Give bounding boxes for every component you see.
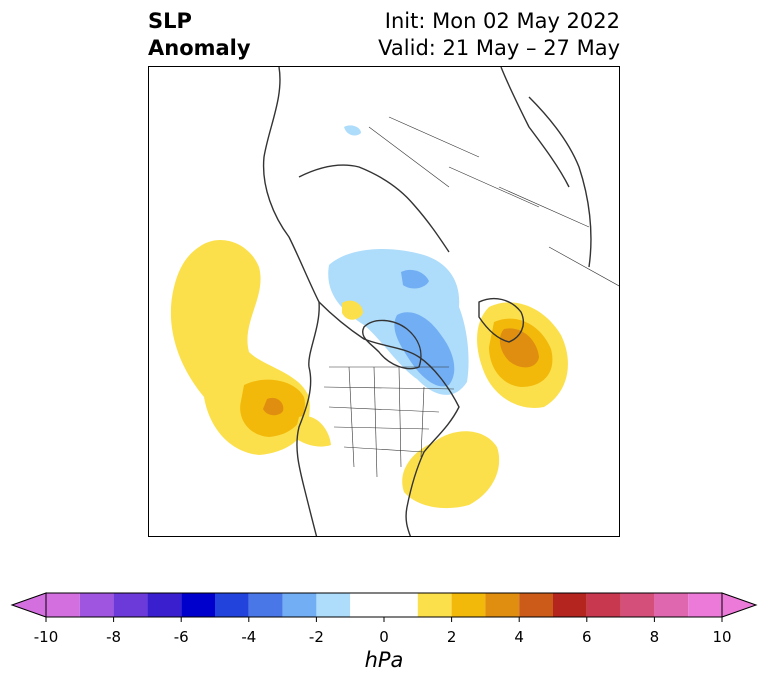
colorbar-segment (553, 593, 587, 617)
map-panel (148, 66, 620, 537)
colorbar-segment (688, 593, 722, 617)
colorbar-segments (46, 593, 722, 617)
colorbar-tick-label: 6 (582, 628, 592, 646)
colorbar-tick-label: -6 (173, 628, 189, 646)
colorbar-segment (79, 593, 114, 617)
colorbar-segment (417, 593, 452, 617)
colorbar-segment (316, 593, 351, 617)
colorbar-segment (46, 593, 80, 617)
colorbar (10, 592, 758, 622)
anomaly-shading (170, 125, 568, 509)
variable-title-line1: SLP (148, 9, 192, 33)
colorbar-tick-label: -8 (106, 628, 122, 646)
colorbar-tick-label: 10 (712, 628, 732, 646)
colorbar-tick-label: -2 (308, 628, 324, 646)
slp-anomaly-map (170, 67, 619, 536)
variable-title-line2: Anomaly (148, 36, 251, 60)
colorbar-segment (654, 593, 689, 617)
colorbar-over-arrow (721, 592, 758, 618)
positive-anomaly-us-east (402, 431, 500, 509)
colorbar-ticks (45, 617, 723, 622)
valid-date: Valid: 21 May – 27 May (378, 36, 620, 60)
colorbar-segment (248, 593, 283, 617)
colorbar-tick-label: 2 (446, 628, 457, 646)
date-title: Init: Mon 02 May 2022 Valid: 21 May – 27… (378, 8, 620, 62)
colorbar-segment (113, 593, 148, 617)
positive-anomaly-pacific-coast (294, 416, 331, 447)
coastlines (262, 67, 592, 536)
variable-title: SLP Anomaly (148, 8, 251, 62)
negative-anomaly-lobe (401, 269, 429, 289)
colorbar-segment (451, 593, 486, 617)
colorbar-segment (215, 593, 249, 617)
positive-anomaly-pacific-peak (263, 397, 284, 416)
colorbar-segment (485, 593, 520, 617)
colorbar-segment (519, 593, 553, 617)
colorbar-under-arrow (10, 592, 47, 618)
colorbar-tick-label: 8 (649, 628, 660, 646)
colorbar-segment (620, 593, 655, 617)
colorbar-segment (282, 593, 317, 617)
colorbar-segment (586, 593, 621, 617)
colorbar-tick-label: -4 (241, 628, 257, 646)
positive-anomaly-atlantic-peak (499, 328, 539, 368)
political-borders (323, 116, 619, 478)
negative-anomaly-small-north (344, 125, 361, 136)
colorbar-segment (350, 593, 418, 617)
colorbar-tick-label: -10 (33, 628, 59, 646)
colorbar-tick-label: 0 (379, 628, 389, 646)
colorbar-segment (181, 593, 215, 617)
positive-anomaly-small-arctic (342, 300, 363, 320)
colorbar-unit-label: hPa (364, 648, 404, 672)
colorbar-tick-label: 4 (514, 628, 524, 646)
init-date: Init: Mon 02 May 2022 (384, 9, 620, 33)
colorbar-segment (147, 593, 182, 617)
